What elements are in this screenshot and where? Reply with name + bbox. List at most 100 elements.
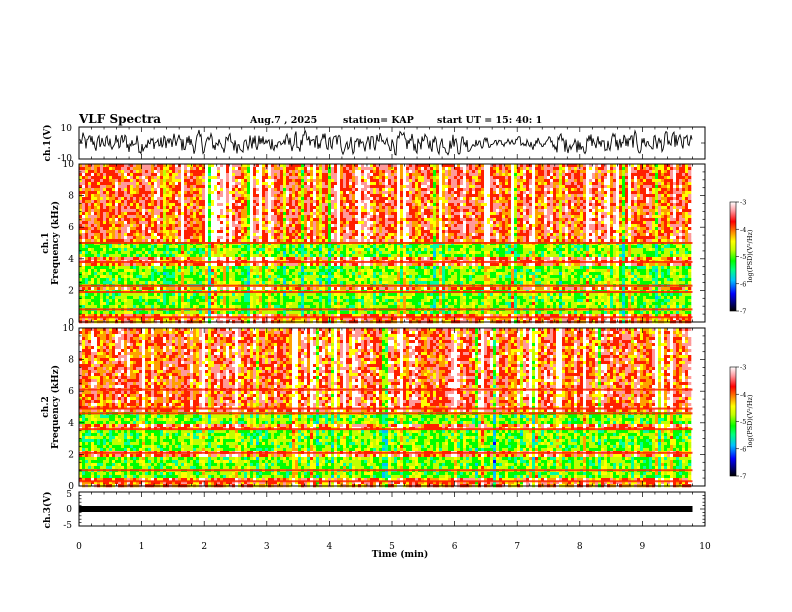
spectrogram-cell [127,200,130,203]
spectrogram-cell [136,173,139,176]
spectrogram-cell [202,194,205,197]
spectrogram-cell [187,200,190,203]
spectrogram-cell [298,182,301,185]
spectrogram-cell [325,245,328,248]
spectrogram-cell [223,311,226,314]
spectrogram-cell [331,185,334,188]
spectrogram-cell [211,245,214,248]
spectrogram-cell [193,191,196,194]
spectrogram-cell [226,215,229,218]
spectrogram-cell [277,182,280,185]
spectrogram-cell [127,227,130,230]
spectrogram-cell [352,209,355,212]
spectrogram-cell [160,266,163,269]
spectrogram-cell [166,212,169,215]
spectrogram-cell [118,296,121,299]
spectrogram-cell [259,221,262,224]
spectrogram-cell [232,191,235,194]
spectrogram-cell [340,305,343,308]
spectrogram-cell [88,269,91,272]
spectrogram-cell [157,230,160,233]
spectrogram-cell [277,257,280,260]
spectrogram-cell [214,281,217,284]
spectrogram-cell [235,215,238,218]
spectrogram-cell [145,239,148,242]
spectrogram-cell [313,206,316,209]
spectrogram-cell [280,272,283,275]
spectrogram-cell [349,239,352,242]
spectrogram-cell [307,251,310,254]
spectrogram-cell [259,275,262,278]
spectrogram-cell [136,254,139,257]
spectrogram-cell [112,221,115,224]
spectrogram-cell [343,239,346,242]
spectrogram-cell [277,206,280,209]
spectrogram-cell [106,176,109,179]
spectrogram-cell [229,212,232,215]
spectrogram-cell [187,167,190,170]
spectrogram-cell [253,224,256,227]
spectrogram-cell [94,281,97,284]
spectrogram-cell [289,188,292,191]
spectrogram-cell [274,272,277,275]
spectrogram-cell [160,251,163,254]
spectrogram-cell [133,245,136,248]
spectrogram-cell [109,191,112,194]
spectrogram-cell [142,281,145,284]
spectrogram-cell [130,296,133,299]
spectrogram-cell [319,299,322,302]
spectrogram-cell [349,179,352,182]
spectrogram-cell [202,209,205,212]
spectrogram-cell [244,254,247,257]
spectrogram-cell [346,239,349,242]
spectrogram-cell [262,254,265,257]
spectrogram-cell [85,203,88,206]
spectrogram-cell [352,254,355,257]
spectrogram-cell [88,191,91,194]
spectrogram-cell [97,239,100,242]
spectrogram-cell [262,182,265,185]
spectrogram-cell [133,293,136,296]
spectrogram-cell [241,215,244,218]
spectrogram-cell [259,299,262,302]
spectrogram-cell [301,227,304,230]
spectrogram-cell [136,209,139,212]
spectrogram-cell [247,263,250,266]
spectrogram-cell [205,206,208,209]
spectrogram-cell [136,188,139,191]
spectrogram-cell [97,272,100,275]
spectrogram-cell [199,281,202,284]
spectrogram-cell [241,200,244,203]
spectrogram-cell [271,197,274,200]
spectrogram-cell [139,170,142,173]
spectrogram-cell [244,197,247,200]
spectrogram-cell [160,293,163,296]
spectrogram-cell [310,251,313,254]
spectrogram-cell [331,200,334,203]
spectrogram-cell [163,281,166,284]
spectrogram-cell [202,188,205,191]
spectrogram-cell [202,197,205,200]
spectrogram-cell [265,254,268,257]
spectrogram-cell [124,245,127,248]
spectrogram-cell [340,221,343,224]
spectrogram-cell [199,176,202,179]
spectrogram-cell [289,287,292,290]
spectrogram-cell [175,185,178,188]
spectrogram-cell [220,221,223,224]
spectrogram-cell [226,305,229,308]
spectrogram-cell [133,302,136,305]
spectrogram-cell [313,188,316,191]
spectrogram-cell [325,272,328,275]
spectrogram-cell [130,200,133,203]
spectrogram-cell [112,311,115,314]
spectrogram-cell [352,212,355,215]
spectrogram-cell [220,269,223,272]
spectrogram-cell [196,302,199,305]
spectrogram-cell [331,212,334,215]
spectrogram-cell [85,230,88,233]
spectrogram-cell [229,278,232,281]
figure-title: VLF Spectra [78,112,161,126]
spectrogram-cell [205,251,208,254]
spectrogram-cell [169,311,172,314]
